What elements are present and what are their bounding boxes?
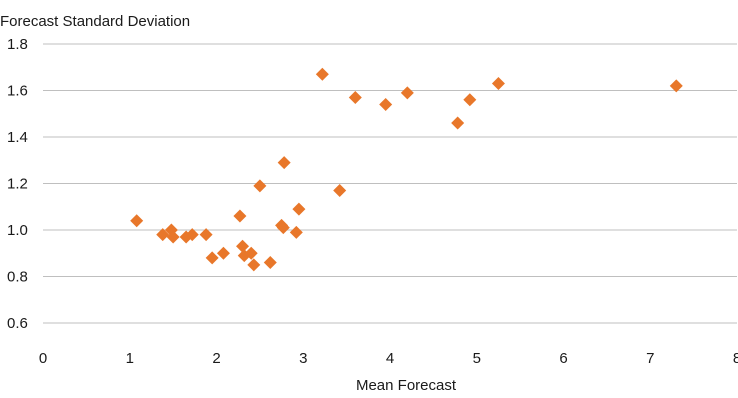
data-point — [292, 202, 306, 216]
data-point — [263, 256, 277, 270]
data-point — [185, 228, 199, 242]
x-tick-label: 8 — [733, 350, 738, 367]
x-tick-label: 6 — [559, 350, 567, 367]
data-point — [379, 97, 393, 111]
data-point — [277, 156, 291, 170]
x-tick-label: 2 — [212, 350, 220, 367]
x-tick-label: 1 — [126, 350, 134, 367]
data-points — [130, 67, 683, 272]
x-axis-title: Mean Forecast — [356, 377, 457, 394]
data-point — [289, 225, 303, 239]
data-point — [276, 221, 290, 235]
y-tick-label: 1.0 — [7, 222, 28, 239]
data-point — [491, 77, 505, 91]
data-point — [333, 183, 347, 197]
data-point — [216, 246, 230, 260]
x-tick-label: 0 — [39, 350, 47, 367]
data-point — [253, 179, 267, 193]
y-tick-labels: 0.6 0.8 1.0 1.2 1.4 1.6 1.8 — [7, 36, 28, 332]
y-tick-label: 1.2 — [7, 176, 28, 193]
data-point — [233, 209, 247, 223]
gridlines — [43, 43, 737, 324]
y-tick-label: 1.8 — [7, 36, 28, 53]
data-point — [156, 228, 170, 242]
data-point — [463, 93, 477, 107]
data-point — [247, 258, 261, 272]
y-tick-label: 1.4 — [7, 129, 28, 146]
data-point — [130, 214, 144, 228]
data-point — [348, 90, 362, 104]
data-point — [400, 86, 414, 100]
x-tick-label: 5 — [473, 350, 481, 367]
data-point — [205, 251, 219, 265]
data-point — [315, 67, 329, 81]
y-tick-label: 0.8 — [7, 269, 28, 286]
y-tick-label: 0.6 — [7, 315, 28, 332]
data-point — [451, 116, 465, 130]
x-tick-label: 4 — [386, 350, 394, 367]
data-point — [236, 239, 250, 253]
data-point — [166, 230, 180, 244]
x-tick-label: 7 — [646, 350, 654, 367]
x-tick-label: 3 — [299, 350, 307, 367]
data-point — [199, 228, 213, 242]
x-tick-labels: 0 1 2 3 4 5 6 7 8 — [39, 350, 738, 367]
data-point — [244, 246, 258, 260]
y-tick-label: 1.6 — [7, 83, 28, 100]
data-point — [669, 79, 683, 93]
y-axis-title: Forecast Standard Deviation — [0, 13, 190, 30]
